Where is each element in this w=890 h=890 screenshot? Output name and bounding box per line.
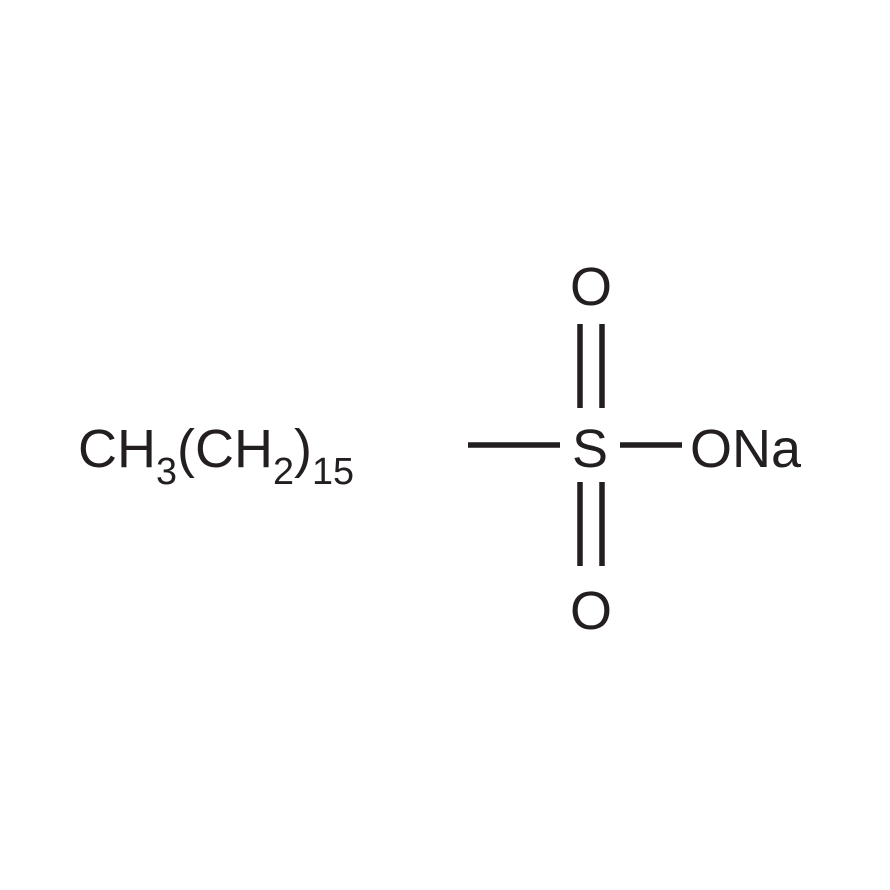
chain-part-1: 3 [156,451,177,493]
chemical-structure: CH3(CH2)15 S O O ONa [0,0,890,890]
sulfur-atom: S [572,418,608,480]
oxygen-top: O [570,256,612,318]
sulfur-text: S [572,419,608,479]
ona-group: ONa [690,418,801,480]
chain-part-0: CH [78,419,156,479]
ona-text: ONa [690,419,801,479]
oxygen-bottom: O [570,580,612,642]
chain-label: CH3(CH2)15 [78,418,354,489]
oxygen-top-text: O [570,257,612,317]
chain-part-4: ) [294,419,312,479]
chain-part-2: (CH [177,419,273,479]
chain-part-5: 15 [312,451,354,493]
oxygen-bottom-text: O [570,581,612,641]
chain-part-3: 2 [273,451,294,493]
